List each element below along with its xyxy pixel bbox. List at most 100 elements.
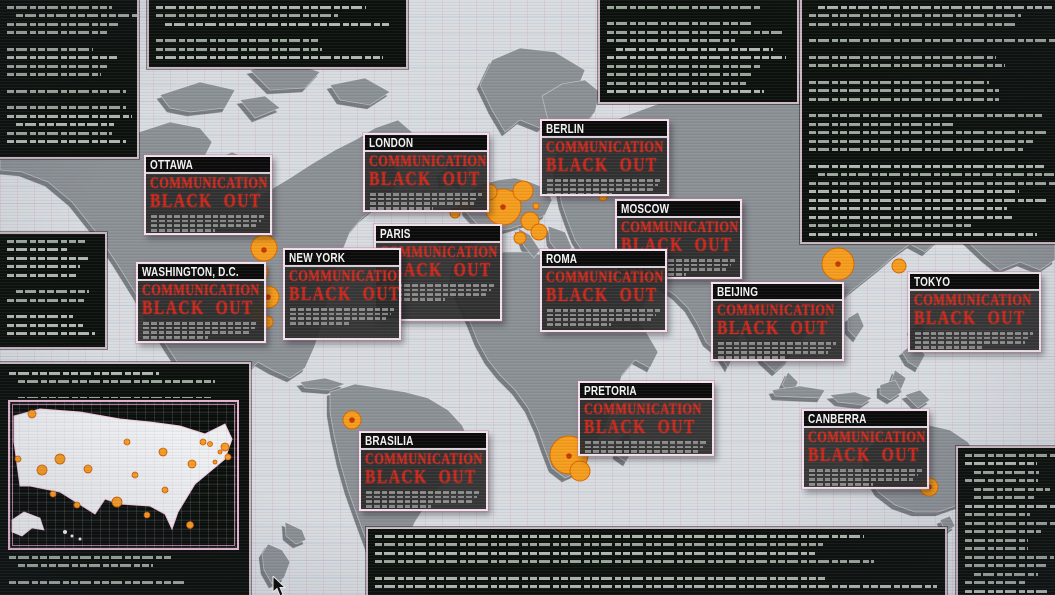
us-blackout-dot bbox=[199, 438, 207, 446]
fine-print-line bbox=[965, 538, 1028, 542]
alert-card-title-bar: ROMA bbox=[542, 251, 665, 268]
fine-print-line bbox=[809, 190, 1020, 193]
alert-card-paris[interactable]: PARIS COMMUNICATION BLACK OUT bbox=[374, 224, 502, 321]
alert-card-body: COMMUNICATION BLACK OUT bbox=[713, 301, 842, 359]
inset-text-bottom bbox=[2, 550, 247, 595]
us-map-inset-panel bbox=[0, 362, 251, 595]
fine-print-line bbox=[809, 131, 1048, 134]
alert-message-line2: BLACK OUT bbox=[914, 308, 1026, 329]
fine-print-line bbox=[818, 173, 1054, 176]
alert-message-line2: BLACK OUT bbox=[717, 318, 829, 339]
fine-print-line bbox=[809, 80, 990, 84]
fine-print-line bbox=[9, 555, 172, 559]
fine-print-line bbox=[809, 122, 955, 126]
fine-print-line bbox=[809, 114, 1042, 117]
alert-fine-print bbox=[289, 308, 396, 325]
alert-message-line2: BLACK OUT bbox=[365, 467, 477, 488]
alert-city-label: WASHINGTON, D.C. bbox=[142, 264, 239, 279]
alert-card-title-bar: BERLIN bbox=[542, 121, 667, 138]
fine-print-line bbox=[607, 81, 746, 85]
alert-card-title-bar: BRASILIA bbox=[361, 433, 486, 450]
fine-print-line bbox=[9, 371, 160, 375]
fine-print-line bbox=[607, 73, 752, 76]
fine-print-line bbox=[7, 248, 68, 251]
alert-card-tokyo[interactable]: TOKYO COMMUNICATION BLACK OUT bbox=[908, 272, 1041, 352]
us-blackout-dot bbox=[36, 464, 48, 476]
alert-fine-print bbox=[380, 284, 497, 301]
blackout-epicenter-marker bbox=[530, 223, 548, 241]
alert-city-label: BERLIN bbox=[546, 121, 585, 136]
alert-card-new-york[interactable]: NEW YORK COMMUNICATION BLACK OUT bbox=[283, 248, 401, 340]
alert-city-label: NEW YORK bbox=[289, 250, 346, 265]
alert-card-pretoria[interactable]: PRETORIA COMMUNICATION BLACK OUT bbox=[578, 381, 714, 456]
alert-card-title-bar: NEW YORK bbox=[285, 250, 399, 267]
fine-print-line bbox=[7, 140, 126, 143]
text-panel-top-center-right bbox=[598, 0, 799, 104]
fine-print-line bbox=[7, 31, 108, 34]
alert-message-line1: COMMUNICATION bbox=[150, 175, 268, 192]
us-blackout-dot bbox=[14, 455, 22, 463]
alert-message-line1: COMMUNICATION bbox=[621, 219, 739, 236]
blackout-epicenter-marker bbox=[513, 231, 527, 245]
alert-message-line2: BLACK OUT bbox=[150, 191, 262, 212]
fine-print-line bbox=[18, 564, 153, 567]
fine-print-line bbox=[7, 73, 102, 76]
fine-print-line bbox=[965, 530, 1042, 533]
alert-message-line1: COMMUNICATION bbox=[584, 401, 702, 418]
fine-print-line bbox=[375, 551, 816, 555]
fine-print-line bbox=[7, 323, 84, 327]
fine-print-line bbox=[16, 290, 89, 293]
us-blackout-dot bbox=[143, 511, 151, 519]
fine-print-line bbox=[607, 22, 754, 25]
alert-card-beijing[interactable]: BEIJING COMMUNICATION BLACK OUT bbox=[711, 282, 844, 361]
alert-fine-print bbox=[717, 342, 839, 359]
mouse-pointer-icon bbox=[272, 574, 288, 595]
fine-print-line bbox=[7, 239, 85, 243]
fine-print-line bbox=[7, 89, 126, 93]
alert-card-ottawa[interactable]: OTTAWA COMMUNICATION BLACK OUT bbox=[144, 155, 272, 235]
fine-print-line bbox=[974, 496, 1034, 499]
fine-print-line bbox=[7, 64, 107, 68]
alert-message-line1: COMMUNICATION bbox=[380, 244, 498, 261]
fine-print-line bbox=[809, 232, 1037, 236]
us-blackout-dot bbox=[224, 453, 232, 461]
fine-print-line bbox=[809, 55, 997, 59]
alert-card-roma[interactable]: ROMA COMMUNICATION BLACK OUT bbox=[540, 249, 667, 332]
fine-print-line bbox=[965, 479, 1038, 482]
alert-card-title-bar: CANBERRA bbox=[804, 411, 927, 428]
fine-print-line bbox=[375, 585, 938, 588]
us-blackout-dot bbox=[217, 449, 223, 455]
alert-message-line1: COMMUNICATION bbox=[289, 268, 401, 285]
fine-print-line bbox=[7, 56, 117, 59]
alert-card-washington-d-c[interactable]: WASHINGTON, D.C. COMMUNICATION BLACK OUT bbox=[136, 262, 266, 343]
alert-card-london[interactable]: LONDON COMMUNICATION BLACK OUT bbox=[363, 133, 489, 212]
us-blackout-dot bbox=[123, 438, 131, 446]
alert-message-line2: BLACK OUT bbox=[369, 169, 481, 190]
us-blackout-dot bbox=[27, 409, 37, 419]
us-blackout-dot bbox=[131, 471, 139, 479]
us-blackout-dot bbox=[73, 501, 81, 509]
fine-print-line bbox=[818, 5, 1052, 9]
alert-card-body: COMMUNICATION BLACK OUT bbox=[804, 428, 927, 487]
alert-card-title-bar: BEIJING bbox=[713, 284, 842, 301]
fine-print-line bbox=[165, 22, 389, 26]
fine-print-line bbox=[7, 298, 84, 302]
alert-city-label: ROMA bbox=[546, 251, 578, 266]
blackout-epicenter-core bbox=[835, 261, 841, 267]
fine-print-line bbox=[809, 215, 1013, 219]
alert-card-title-bar: PRETORIA bbox=[580, 383, 712, 400]
alert-card-title-bar: WASHINGTON, D.C. bbox=[138, 264, 264, 281]
alert-card-berlin[interactable]: BERLIN COMMUNICATION BLACK OUT bbox=[540, 119, 669, 196]
alert-message-line2: BLACK OUT bbox=[584, 417, 696, 438]
fine-print-line bbox=[18, 396, 211, 398]
alert-card-brasilia[interactable]: BRASILIA COMMUNICATION BLACK OUT bbox=[359, 431, 488, 511]
alert-card-title-bar: OTTAWA bbox=[146, 157, 270, 174]
alert-fine-print bbox=[546, 309, 662, 326]
fine-print-line bbox=[375, 560, 874, 563]
alert-card-canberra[interactable]: CANBERRA COMMUNICATION BLACK OUT bbox=[802, 409, 929, 489]
alert-message-line2: BLACK OUT bbox=[546, 155, 658, 176]
alert-card-body: COMMUNICATION BLACK OUT bbox=[361, 450, 486, 509]
blackout-epicenter-core bbox=[500, 204, 506, 210]
inset-text-top bbox=[2, 366, 247, 398]
